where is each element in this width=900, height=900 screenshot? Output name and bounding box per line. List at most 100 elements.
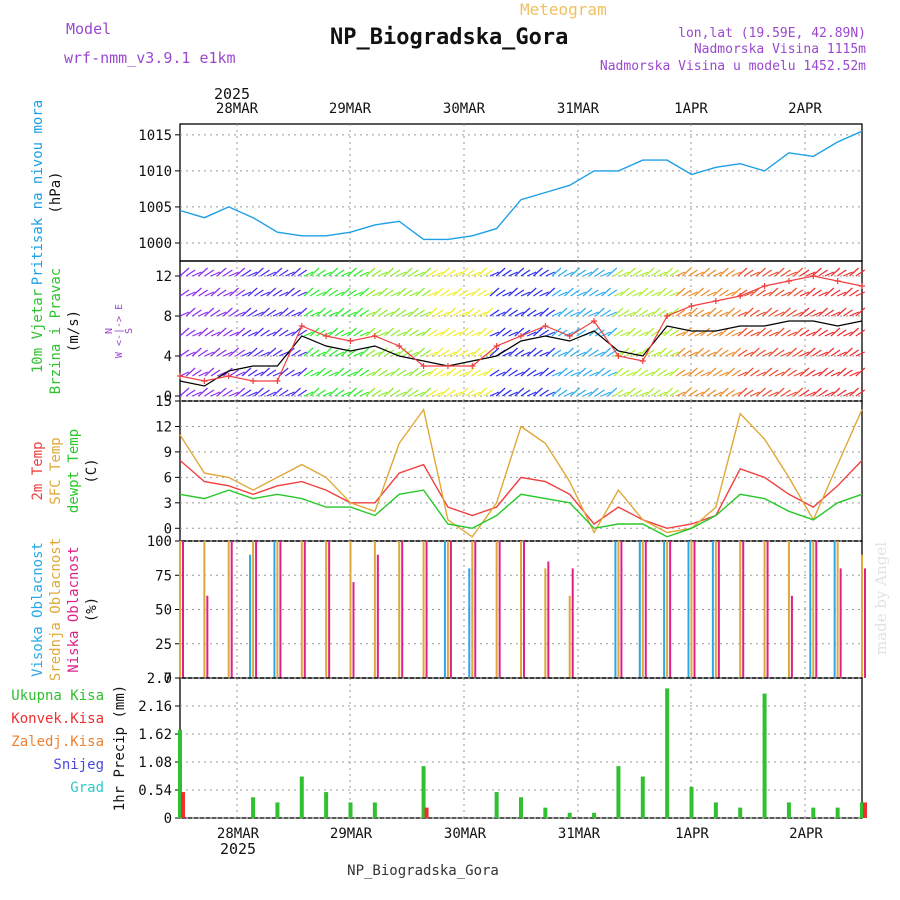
wind-barb bbox=[334, 291, 345, 297]
wind-barb bbox=[204, 367, 215, 377]
precip-panel: 0 0.54 1.08 1.62 2.16 2.7 1hr Precip (mm) Ukupn… bbox=[11, 671, 867, 827]
wind-barb bbox=[570, 371, 580, 377]
wind-barb bbox=[731, 347, 742, 357]
wind-barb bbox=[787, 391, 797, 397]
wind-barb bbox=[254, 371, 264, 377]
wind-barb bbox=[179, 387, 190, 397]
y-tick-label: 12 bbox=[155, 269, 172, 285]
wind-barb bbox=[421, 289, 432, 297]
wind-barb bbox=[588, 327, 599, 337]
wind-barb bbox=[675, 391, 686, 397]
wind-barb bbox=[427, 367, 438, 377]
wind-gust-marker bbox=[493, 343, 500, 349]
wind-barb bbox=[328, 327, 339, 337]
wind-barb bbox=[285, 331, 295, 337]
wind-barb bbox=[235, 387, 246, 397]
wind-barb bbox=[756, 289, 766, 297]
temp-dew-line bbox=[179, 489, 863, 538]
wind-barb bbox=[613, 389, 624, 397]
wind-barb bbox=[371, 367, 382, 377]
y-tick-label: 1000 bbox=[138, 236, 172, 252]
wind-barb bbox=[855, 307, 866, 317]
wind-barb bbox=[216, 311, 227, 317]
wind-barb bbox=[514, 349, 525, 357]
wind-barb bbox=[712, 287, 723, 297]
wind-barb bbox=[433, 271, 444, 277]
wind-barb bbox=[799, 389, 810, 397]
compass-line: N bbox=[104, 328, 115, 334]
wind-barb bbox=[582, 391, 593, 397]
wind-barb bbox=[483, 389, 494, 397]
bottom-year-label: 2025 bbox=[220, 840, 256, 858]
wind-barb bbox=[843, 309, 853, 317]
wind-barb bbox=[458, 311, 469, 317]
wind-barb bbox=[694, 391, 704, 397]
wind-barb bbox=[495, 289, 506, 297]
wind-barb bbox=[241, 351, 252, 357]
wind-barb bbox=[223, 329, 233, 337]
wind-barb bbox=[446, 269, 456, 277]
wind-barb bbox=[477, 289, 487, 297]
wind-barb bbox=[415, 369, 425, 377]
wind-barb bbox=[489, 309, 500, 317]
pressure-line bbox=[179, 130, 863, 241]
wind-barb bbox=[824, 309, 835, 317]
wind-barb bbox=[557, 389, 568, 397]
wind-barb bbox=[353, 367, 363, 377]
wind-barb bbox=[402, 327, 413, 337]
wind-barb bbox=[334, 367, 345, 377]
wind-barb bbox=[644, 289, 655, 297]
wind-barb bbox=[421, 387, 432, 397]
wind-barb bbox=[719, 311, 729, 317]
wind-barb bbox=[533, 327, 543, 337]
wind-barb bbox=[353, 329, 363, 337]
top-day-label: 28MAR bbox=[216, 101, 259, 117]
wind-barb bbox=[675, 271, 686, 277]
wind-barb bbox=[706, 389, 717, 397]
wind-barb bbox=[192, 271, 202, 277]
wind-barb bbox=[254, 349, 264, 357]
ylabel-line: Pritisak na nivou mora bbox=[30, 100, 46, 285]
wind-barb bbox=[675, 331, 686, 337]
wind-barb bbox=[781, 367, 791, 377]
wind-barb bbox=[402, 311, 413, 317]
coords-label: lon,lat (19.59E, 42.89N) bbox=[678, 26, 866, 41]
wind-barb bbox=[836, 329, 847, 337]
wind-barb bbox=[390, 367, 401, 377]
wind-barb bbox=[644, 371, 655, 377]
wind-gust-marker bbox=[761, 283, 768, 289]
wind-barb bbox=[247, 369, 258, 377]
subtitle: Meteogram bbox=[520, 0, 607, 19]
total-rain-bar bbox=[616, 766, 621, 818]
wind-barb bbox=[830, 267, 841, 277]
wind-barb bbox=[595, 269, 605, 277]
wind-barb bbox=[384, 311, 394, 317]
wind-barb bbox=[514, 387, 525, 397]
wind-barb bbox=[768, 331, 779, 337]
wind-barb bbox=[415, 309, 425, 317]
wind-barb bbox=[700, 387, 711, 397]
wind-barb bbox=[799, 269, 810, 277]
wind-barb bbox=[340, 391, 351, 397]
wind-barb bbox=[607, 267, 618, 277]
wind-gust-marker bbox=[444, 363, 451, 369]
wind-barb bbox=[371, 291, 382, 297]
wind-barb bbox=[526, 309, 537, 317]
wind-barb bbox=[508, 287, 518, 297]
wind-barb bbox=[458, 327, 469, 337]
wind-barb bbox=[855, 291, 866, 297]
wind-barb bbox=[241, 329, 252, 337]
wind-barb bbox=[551, 371, 562, 377]
wind-barb bbox=[762, 307, 773, 317]
wind-barb bbox=[241, 389, 252, 397]
wind-barb bbox=[396, 287, 407, 297]
wind-barb bbox=[601, 287, 611, 297]
wind-barb bbox=[564, 331, 574, 337]
wind-barb bbox=[415, 287, 425, 297]
wind-barb bbox=[539, 269, 549, 277]
convective-rain-bar bbox=[424, 807, 429, 818]
wind-barb bbox=[750, 331, 760, 337]
wind-barb bbox=[799, 329, 810, 337]
wind-barb bbox=[278, 329, 289, 337]
wind-barb bbox=[601, 347, 611, 357]
